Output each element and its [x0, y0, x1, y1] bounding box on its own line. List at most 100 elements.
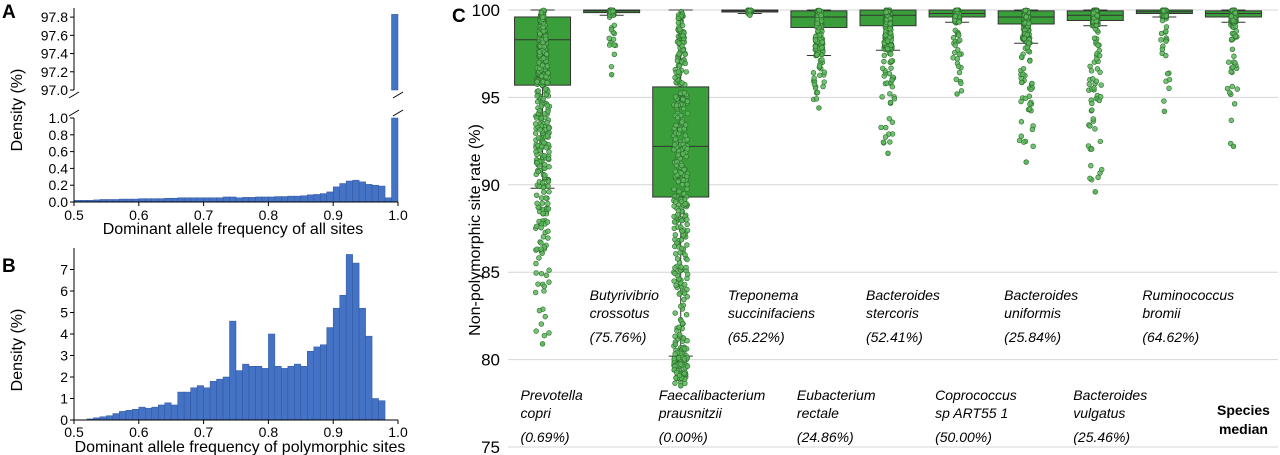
- data-point: [1018, 79, 1025, 86]
- box-group: Faecalibacterium prausnitzii (0.00%): [652, 8, 766, 445]
- bar: [378, 185, 386, 203]
- data-point: [674, 256, 681, 262]
- data-point: [680, 151, 686, 157]
- data-point: [1087, 123, 1093, 129]
- panel-a-ylabel: Density (%): [9, 69, 26, 152]
- data-point: [538, 195, 545, 201]
- data-point: [538, 246, 544, 252]
- bar: [319, 344, 327, 421]
- data-point: [678, 303, 684, 309]
- data-point: [1090, 76, 1096, 82]
- data-point: [1097, 138, 1104, 145]
- data-point: [880, 65, 886, 72]
- data-point: [883, 9, 889, 15]
- bar: [358, 181, 366, 203]
- species-label: Bacteroides: [1004, 287, 1078, 303]
- data-point: [887, 139, 893, 145]
- data-point: [882, 134, 889, 140]
- x-tick-label: 0.8: [259, 424, 279, 440]
- data-point: [543, 272, 550, 279]
- data-point: [532, 289, 539, 296]
- panel-b-histogram: 0 1 2 3 4 5 6 7 0.5 0.6 0.7 0.8 0.9 1.0: [60, 248, 408, 440]
- data-point: [532, 121, 539, 127]
- data-point: [681, 167, 687, 173]
- data-point: [682, 281, 688, 288]
- data-point: [1227, 89, 1233, 96]
- data-point: [1230, 143, 1237, 150]
- bar: [216, 197, 224, 203]
- data-point: [952, 13, 959, 20]
- y-tick-label: 97.8: [41, 9, 68, 25]
- y-tick-label: 3: [60, 348, 68, 364]
- data-point: [672, 351, 678, 357]
- data-point: [1029, 80, 1035, 87]
- species-label: succinifaciens: [728, 305, 815, 321]
- data-point: [538, 9, 545, 16]
- data-point: [533, 328, 539, 334]
- data-point: [541, 283, 548, 289]
- species-label: prausnitzii: [658, 405, 723, 421]
- data-point: [608, 26, 615, 33]
- box-group: Ruminococcus bromii (64.62%): [1135, 7, 1234, 345]
- y-tick-label: 0: [60, 412, 68, 428]
- bar: [313, 194, 321, 203]
- bar: [229, 320, 237, 421]
- data-point: [533, 192, 540, 199]
- data-point: [672, 168, 678, 175]
- data-point: [678, 264, 684, 270]
- data-point: [676, 324, 682, 330]
- species-label: Coprococcus: [935, 387, 1017, 403]
- y-tick-label: 0.6: [49, 144, 69, 160]
- bar: [261, 196, 269, 203]
- data-point: [546, 125, 552, 131]
- data-point: [957, 37, 963, 43]
- data-point: [679, 162, 685, 169]
- data-point: [1018, 54, 1025, 60]
- data-point: [679, 119, 685, 125]
- bar: [242, 363, 250, 421]
- bar: [378, 400, 386, 421]
- data-point: [672, 380, 678, 386]
- bar: [365, 335, 373, 421]
- bar: [177, 391, 185, 421]
- bar: [151, 406, 159, 421]
- data-point: [954, 91, 960, 97]
- data-point: [677, 126, 683, 133]
- box-group: Bacteroides stercoris (52.41%): [859, 7, 940, 345]
- y-tick-label: 0.2: [49, 177, 69, 193]
- data-point: [950, 55, 956, 61]
- data-point: [1163, 24, 1170, 30]
- data-point: [682, 60, 688, 67]
- data-point: [536, 107, 543, 114]
- y-tick-label: 6: [60, 283, 68, 299]
- data-point: [1089, 100, 1095, 107]
- data-point: [543, 74, 549, 80]
- bar: [170, 404, 178, 421]
- data-point: [682, 122, 689, 128]
- bar: [138, 198, 146, 203]
- data-point: [953, 76, 959, 83]
- data-point: [684, 216, 690, 223]
- species-label: Eubacterium: [797, 387, 876, 403]
- data-point: [956, 19, 962, 25]
- bar: [190, 387, 198, 421]
- data-point: [610, 8, 616, 15]
- bar: [352, 179, 360, 203]
- data-point: [956, 69, 963, 76]
- y-tick-label: 0.8: [49, 127, 69, 143]
- data-point: [606, 42, 613, 48]
- species-label: Butyrivibrio: [590, 287, 659, 303]
- x-tick-label: 0.8: [259, 207, 279, 223]
- data-point: [682, 380, 688, 387]
- data-point: [534, 93, 540, 99]
- species-label: Prevotella: [521, 387, 583, 403]
- box-group: Bacteroides vulgatus (25.46%): [1066, 7, 1147, 445]
- data-point: [534, 79, 540, 85]
- data-point: [542, 172, 548, 178]
- data-point: [684, 98, 691, 105]
- data-point: [535, 281, 541, 287]
- bar: [106, 415, 114, 421]
- data-point: [1088, 146, 1095, 152]
- species-label: Treponema: [728, 287, 799, 303]
